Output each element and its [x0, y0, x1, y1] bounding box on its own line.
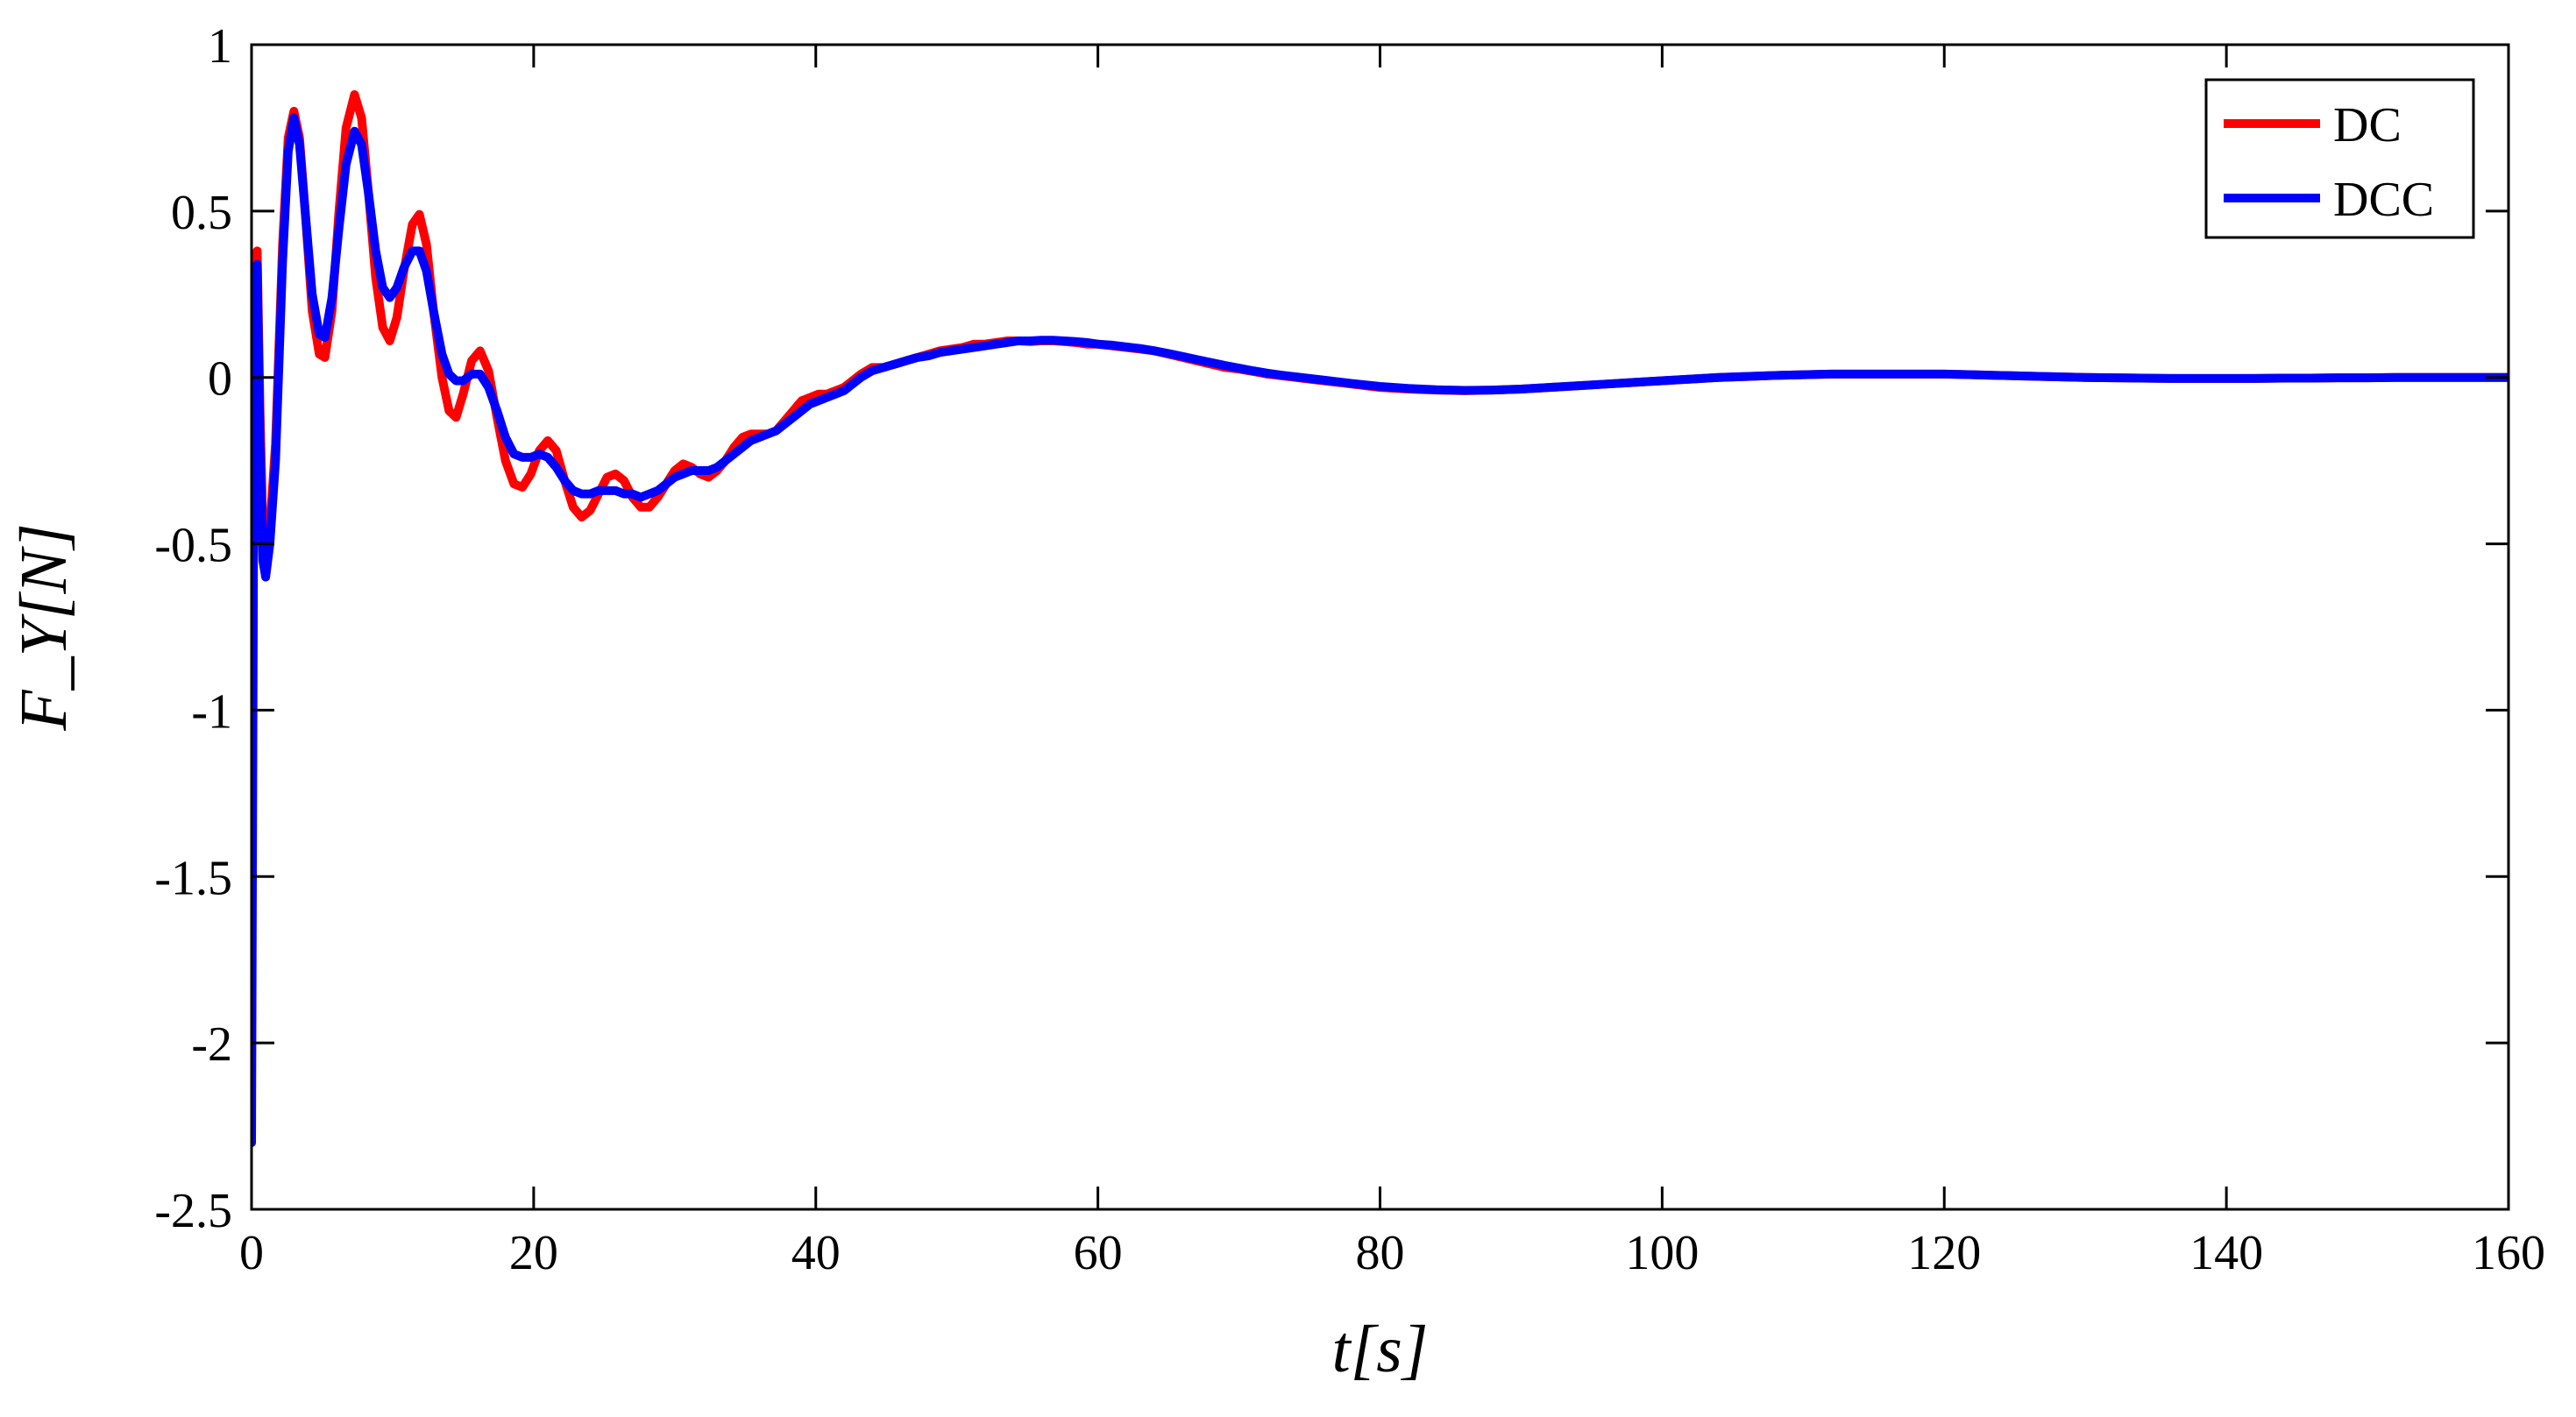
y-tick-label: -1	[191, 684, 232, 739]
legend-label-dc: DC	[2333, 98, 2402, 152]
x-tick-label: 100	[1625, 1226, 1699, 1280]
y-tick-label: 0.5	[171, 186, 232, 240]
x-tick-label: 40	[791, 1226, 841, 1280]
y-axis-label: F_Y[N]	[7, 523, 81, 732]
legend-label-dcc: DCC	[2333, 173, 2434, 227]
tick-labels-layer: 0 20 40 60 80 100 120 140 160 1 0.5 0 -0.5 -1 -1.5 -2 -2…	[154, 19, 2545, 1280]
x-axis-label: t[s]	[1332, 1313, 1429, 1386]
y-tick-label: -0.5	[154, 519, 232, 573]
x-tick-label: 160	[2472, 1226, 2545, 1280]
y-tick-label: -2	[191, 1017, 232, 1072]
x-tick-label: 0	[239, 1226, 264, 1280]
x-tick-label: 60	[1074, 1226, 1123, 1280]
x-tick-label: 20	[509, 1226, 558, 1280]
y-tick-label: 0	[208, 352, 232, 407]
x-axis-label-text: t[s]	[1332, 1313, 1429, 1386]
series-layer	[252, 89, 2509, 1148]
x-tick-label: 120	[1907, 1226, 1981, 1280]
x-tick-label: 80	[1356, 1226, 1405, 1280]
y-tick-label: -2.5	[154, 1184, 232, 1238]
y-axis-label-text: F_Y[N]	[7, 523, 81, 732]
y-tick-label: 1	[208, 19, 232, 74]
chart-legend: DC DCC	[2204, 78, 2475, 239]
legend-box	[2204, 78, 2475, 239]
series-line-dcc	[252, 113, 2509, 1148]
ticks-layer	[250, 43, 2510, 1211]
plot-area: 0 20 40 60 80 100 120 140 160 1 0.5 0 -0.5 -1 -1.5 -2 -2…	[154, 19, 2545, 1280]
x-tick-label: 140	[2189, 1226, 2263, 1280]
y-tick-label: -1.5	[154, 851, 232, 905]
